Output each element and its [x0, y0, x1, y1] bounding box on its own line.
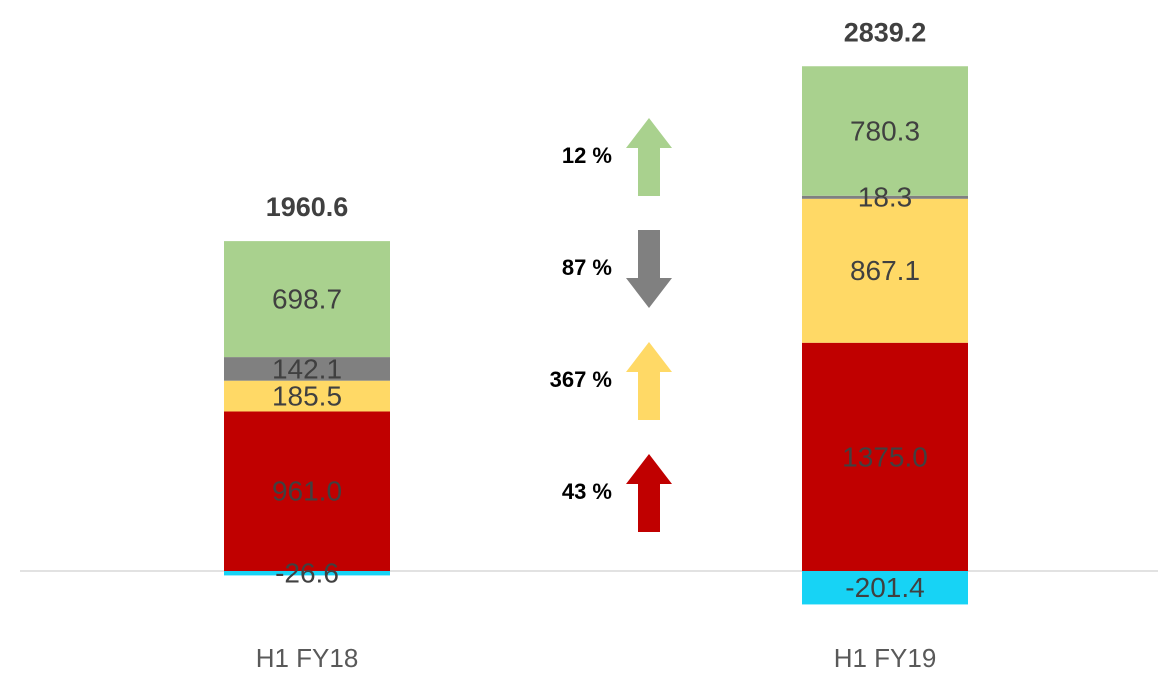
total-label: 1960.6: [266, 192, 349, 222]
data-label: 18.3: [858, 182, 913, 213]
annotation: 367 %: [550, 367, 612, 392]
data-label: 142.1: [272, 353, 342, 384]
data-label: -201.4: [845, 572, 924, 603]
bar-segment: [224, 411, 390, 571]
bar-segment: [224, 357, 390, 381]
data-label: 185.5: [272, 380, 342, 411]
bar-segment: [802, 198, 968, 343]
arrow: [626, 230, 672, 308]
bar-segment: [224, 571, 390, 576]
data-label: 961.0: [272, 476, 342, 507]
bar-segment: [802, 342, 968, 571]
bar-segment: [224, 241, 390, 358]
data-label: 1375.0: [842, 441, 928, 472]
data-label: 867.1: [850, 255, 920, 286]
data-label: -26.6: [275, 558, 339, 589]
total-label: 2839.2: [844, 17, 927, 47]
bar-segment: [802, 571, 968, 605]
bar-segment: [802, 66, 968, 196]
data-label: 698.7: [272, 283, 342, 314]
annotation: 87 %: [562, 255, 612, 280]
x-tick-label: H1 FY19: [834, 643, 937, 673]
arrow: [626, 342, 672, 420]
annotation: 12 %: [562, 143, 612, 168]
arrow: [626, 118, 672, 196]
annotation: 43 %: [562, 479, 612, 504]
data-label: 780.3: [850, 115, 920, 146]
x-tick-label: H1 FY18: [256, 643, 359, 673]
bar-segment: [224, 380, 390, 412]
arrow: [626, 454, 672, 532]
bar-segment: [802, 195, 968, 199]
